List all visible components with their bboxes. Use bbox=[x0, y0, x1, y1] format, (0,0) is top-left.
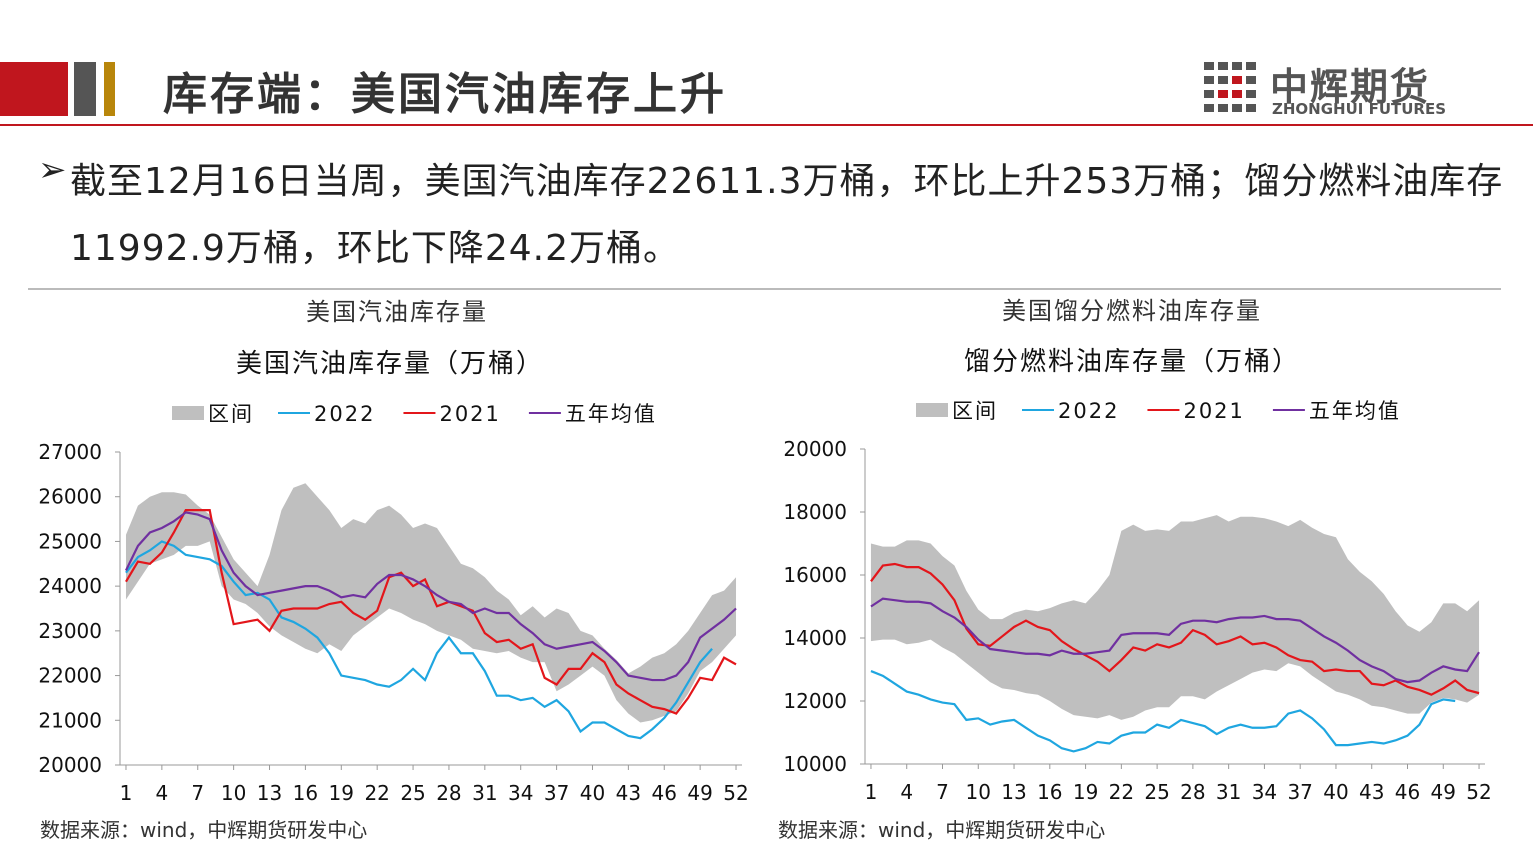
x-tick-label: 49 bbox=[1431, 780, 1456, 804]
legend-label: 2022 bbox=[1058, 399, 1119, 423]
logo-subtext: ZHONGHUI FUTURES bbox=[1272, 100, 1447, 118]
x-tick-label: 7 bbox=[191, 781, 204, 805]
y-tick-label: 22000 bbox=[38, 664, 102, 688]
logo-icon bbox=[1204, 62, 1256, 112]
source-note: 数据来源：wind，中辉期货研发中心 bbox=[778, 818, 1105, 842]
x-tick-label: 31 bbox=[1216, 780, 1241, 804]
x-tick-label: 22 bbox=[1109, 780, 1134, 804]
x-tick-label: 52 bbox=[723, 781, 748, 805]
x-tick-label: 13 bbox=[257, 781, 282, 805]
x-tick-label: 19 bbox=[329, 781, 354, 805]
x-tick-label: 49 bbox=[687, 781, 712, 805]
x-tick-label: 37 bbox=[544, 781, 569, 805]
x-tick-label: 13 bbox=[1001, 780, 1026, 804]
legend-label: 五年均值 bbox=[1309, 399, 1401, 423]
series-line bbox=[124, 511, 737, 682]
logo-text: 中辉期货 bbox=[1270, 65, 1431, 109]
x-tick-label: 22 bbox=[364, 781, 389, 805]
x-tick-label: 7 bbox=[936, 780, 949, 804]
chart-title: 美国汽油库存量（万桶） bbox=[236, 349, 544, 379]
x-tick-label: 4 bbox=[155, 781, 168, 805]
x-tick-label: 1 bbox=[865, 780, 878, 804]
x-tick-label: 34 bbox=[508, 781, 533, 805]
x-tick-label: 43 bbox=[1359, 780, 1384, 804]
y-tick-label: 10000 bbox=[783, 752, 847, 776]
x-tick-label: 19 bbox=[1073, 780, 1098, 804]
legend-label: 区间 bbox=[208, 402, 254, 426]
header-gray-bar bbox=[74, 62, 96, 116]
series-line bbox=[870, 597, 1480, 684]
x-tick-label: 25 bbox=[1144, 780, 1169, 804]
x-tick-label: 46 bbox=[652, 781, 677, 805]
x-tick-label: 43 bbox=[616, 781, 641, 805]
y-tick-label: 27000 bbox=[38, 440, 102, 464]
y-tick-label: 18000 bbox=[783, 500, 847, 524]
y-tick-label: 20000 bbox=[783, 437, 847, 461]
x-tick-label: 4 bbox=[900, 780, 913, 804]
x-tick-label: 40 bbox=[1323, 780, 1348, 804]
x-tick-label: 10 bbox=[221, 781, 246, 805]
x-tick-label: 40 bbox=[580, 781, 605, 805]
y-tick-label: 21000 bbox=[38, 708, 102, 732]
x-tick-label: 31 bbox=[472, 781, 497, 805]
bullet-marker: ➢ bbox=[38, 150, 67, 190]
series-line bbox=[125, 509, 737, 715]
chart-title: 馏分燃料油库存量（万桶） bbox=[964, 347, 1300, 377]
y-tick-label: 14000 bbox=[783, 626, 847, 650]
header-rule bbox=[0, 124, 1533, 126]
series-line bbox=[870, 670, 1456, 753]
y-tick-label: 12000 bbox=[783, 689, 847, 713]
x-tick-label: 52 bbox=[1466, 780, 1491, 804]
source-note: 数据来源：wind，中辉期货研发中心 bbox=[40, 818, 367, 842]
panel-caption: 美国汽油库存量 bbox=[306, 298, 488, 326]
legend-swatch bbox=[172, 406, 204, 420]
legend-label: 2021 bbox=[439, 402, 500, 426]
legend-label: 区间 bbox=[952, 399, 998, 423]
x-tick-label: 1 bbox=[120, 781, 133, 805]
x-tick-label: 25 bbox=[400, 781, 425, 805]
divider bbox=[28, 288, 1501, 290]
x-tick-label: 34 bbox=[1252, 780, 1277, 804]
slide-title: 库存端：美国汽油库存上升 bbox=[163, 69, 727, 120]
x-tick-label: 28 bbox=[436, 781, 461, 805]
range-band bbox=[125, 483, 737, 723]
x-tick-label: 28 bbox=[1180, 780, 1205, 804]
y-tick-label: 20000 bbox=[38, 753, 102, 777]
legend-label: 2022 bbox=[314, 402, 375, 426]
legend-label: 2021 bbox=[1183, 399, 1244, 423]
y-tick-label: 24000 bbox=[38, 574, 102, 598]
y-tick-label: 16000 bbox=[783, 563, 847, 587]
y-tick-label: 26000 bbox=[38, 485, 102, 509]
range-band bbox=[870, 515, 1480, 720]
panel-caption: 美国馏分燃料油库存量 bbox=[1002, 297, 1262, 325]
y-tick-label: 25000 bbox=[38, 529, 102, 553]
bullet-text: 截至12月16日当周，美国汽油库存22611.3万桶，环比上升253万桶；馏分燃… bbox=[70, 161, 1504, 269]
legend-label: 五年均值 bbox=[565, 402, 657, 426]
series-line bbox=[870, 562, 1480, 696]
y-tick-label: 23000 bbox=[38, 619, 102, 643]
x-tick-label: 37 bbox=[1287, 780, 1312, 804]
x-tick-label: 10 bbox=[966, 780, 991, 804]
series-line bbox=[125, 540, 713, 740]
x-tick-label: 46 bbox=[1395, 780, 1420, 804]
legend-swatch bbox=[916, 403, 948, 417]
x-tick-label: 16 bbox=[293, 781, 318, 805]
header-gold-bar bbox=[104, 62, 115, 116]
x-tick-label: 16 bbox=[1037, 780, 1062, 804]
header-red-block bbox=[0, 62, 68, 116]
